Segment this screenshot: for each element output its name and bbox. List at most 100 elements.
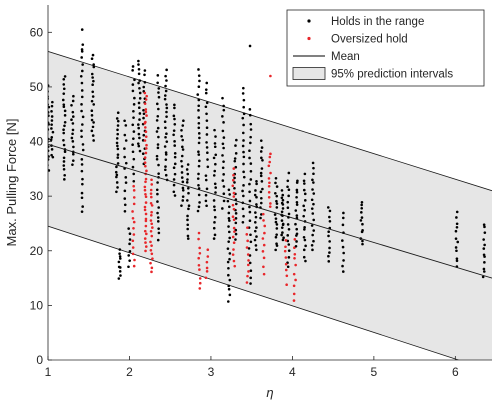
line-layer [47, 143, 492, 279]
data-point [90, 129, 94, 133]
data-point [155, 130, 159, 133]
data-point [92, 103, 96, 106]
data-point [156, 220, 160, 223]
data-point [133, 78, 136, 82]
data-point [294, 222, 297, 226]
data-point [197, 172, 200, 176]
data-point [454, 229, 458, 233]
data-point [361, 229, 364, 232]
data-point [262, 243, 266, 247]
data-point [228, 293, 232, 297]
data-point [116, 144, 119, 148]
data-point [292, 292, 296, 296]
data-point [248, 219, 252, 223]
data-point [233, 176, 236, 180]
data-point [115, 117, 119, 120]
data-point [267, 177, 271, 180]
data-point [48, 90, 49, 93]
data-point [197, 263, 201, 267]
data-point [222, 192, 226, 195]
data-point [249, 122, 253, 126]
data-point [156, 143, 160, 146]
data-point [143, 80, 147, 84]
data-point [263, 224, 267, 228]
data-point [312, 229, 316, 232]
data-point [131, 246, 135, 249]
data-point [186, 199, 189, 202]
data-point [132, 109, 135, 113]
data-point [312, 192, 316, 195]
data-point [303, 228, 306, 231]
data-point [165, 140, 169, 143]
legend-marker [292, 67, 326, 80]
data-point [50, 119, 54, 122]
data-point [142, 116, 145, 120]
data-point [197, 141, 201, 145]
data-point [131, 150, 135, 154]
point-cluster [212, 128, 218, 240]
data-point [72, 152, 75, 156]
point-cluster [253, 180, 258, 252]
data-point [50, 104, 54, 108]
data-point [341, 245, 345, 249]
data-point [227, 217, 231, 220]
data-point [226, 260, 230, 264]
data-point [214, 153, 218, 157]
data-point [143, 91, 147, 95]
point-cluster [481, 223, 487, 279]
data-point [180, 165, 184, 168]
data-point [138, 86, 141, 90]
data-point [328, 209, 332, 213]
data-point [90, 72, 94, 76]
data-point [197, 231, 201, 235]
data-point [115, 181, 119, 184]
data-point [80, 158, 84, 161]
data-point [341, 223, 345, 227]
data-point [131, 143, 134, 147]
data-point [142, 109, 145, 112]
data-point [62, 164, 66, 167]
data-point [205, 81, 209, 85]
data-point [150, 214, 153, 217]
data-point [205, 270, 209, 273]
data-point [341, 239, 344, 242]
data-point [186, 172, 190, 176]
data-point [181, 186, 185, 190]
data-point [128, 250, 132, 253]
data-point [48, 155, 50, 158]
data-point [181, 148, 185, 151]
data-point [137, 72, 141, 76]
data-point [205, 112, 208, 116]
data-point [234, 212, 238, 215]
data-point [123, 203, 127, 207]
data-point [173, 106, 176, 110]
data-point [213, 169, 217, 173]
data-point [172, 178, 176, 181]
data-point [295, 190, 299, 194]
data-point [137, 132, 141, 136]
data-point [180, 171, 184, 174]
data-point [275, 185, 279, 188]
data-point [213, 182, 217, 186]
data-point [213, 145, 217, 149]
data-point [285, 283, 288, 287]
data-point [341, 264, 344, 268]
data-point [312, 166, 315, 170]
data-point [124, 181, 128, 184]
data-point [482, 267, 486, 271]
data-point [157, 87, 161, 90]
data-point [287, 249, 291, 252]
data-point [149, 201, 153, 205]
data-point [198, 79, 201, 83]
data-point [197, 193, 201, 197]
data-point [156, 126, 160, 130]
data-point [228, 236, 231, 240]
data-point [281, 193, 285, 197]
data-point [242, 139, 245, 142]
data-point [181, 195, 185, 198]
data-point [131, 69, 134, 72]
data-point [260, 146, 264, 149]
data-point [117, 260, 121, 264]
data-point [137, 106, 141, 110]
